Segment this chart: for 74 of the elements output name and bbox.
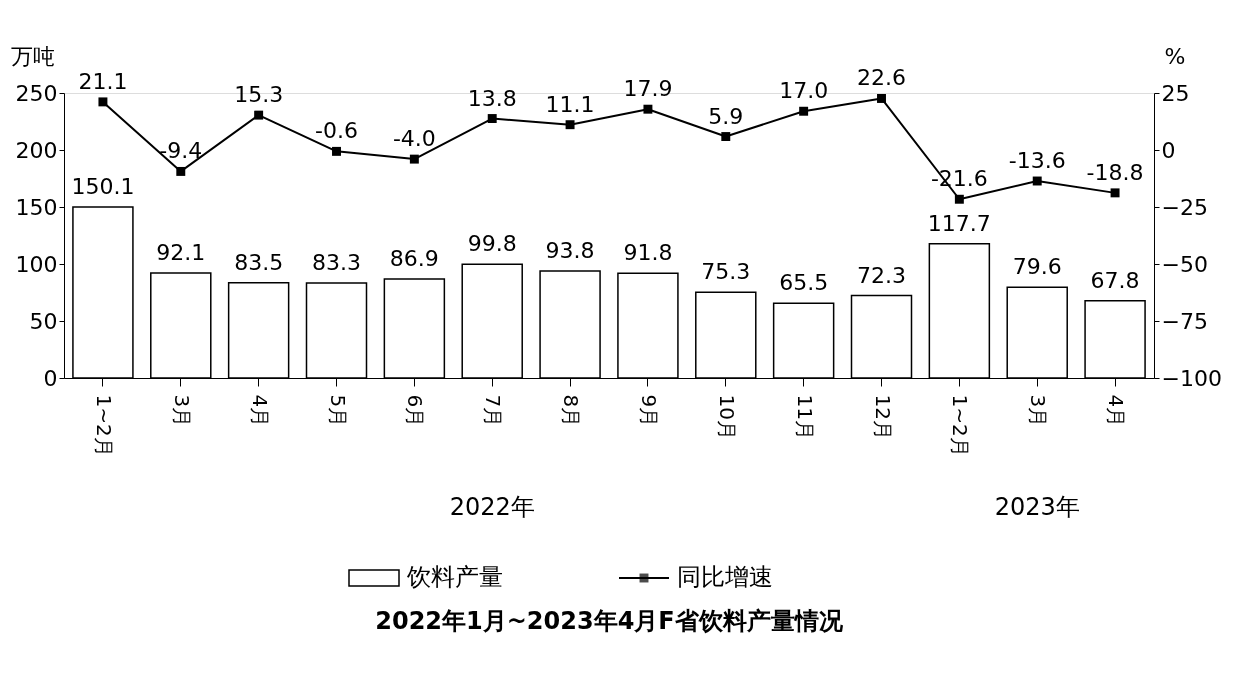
point [487,114,497,124]
legend-label: 同比增速 [677,563,773,591]
legend-label: 饮料产量 [406,563,503,591]
data-label: 79.6 [1012,254,1062,280]
x-tick-label: 10月 [714,394,739,440]
point [799,106,809,116]
y-tick-label: 250 [15,80,58,106]
data-label: 17.9 [623,76,673,102]
y-axis-title: 万吨 [10,43,55,69]
data-label: 21.1 [78,68,128,94]
point [565,120,575,130]
data-label: 91.8 [623,240,673,266]
data-label: -18.8 [1086,159,1144,185]
data-label: 72.3 [857,262,906,288]
data-label: 83.3 [312,250,361,276]
x-tick-label: 1~2月 [948,394,973,457]
data-label: 15.3 [234,82,284,108]
data-label: -9.4 [159,138,203,164]
point [877,94,886,103]
x-tick-label: 11月 [792,394,817,440]
data-label: 75.3 [701,259,751,285]
x-tick-label: 3月 [169,394,194,428]
data-label: 13.8 [467,85,517,111]
data-label: 150.1 [71,173,135,199]
point [409,154,419,164]
data-label: 92.1 [156,240,206,266]
x-tick-label: 8月 [559,394,584,428]
x-tick-label: 5月 [325,394,350,428]
point [643,104,653,114]
data-label: -0.6 [315,118,358,144]
y2-tick-label: −75 [1161,308,1208,334]
data-label: 65.5 [779,270,829,296]
point [954,194,964,204]
y2-tick-label: −100 [1161,365,1222,391]
data-label: 117.7 [927,210,991,236]
y-tick-label: 200 [15,137,58,163]
y-tick-label: 0 [43,365,58,391]
x-tick-label: 3月 [1026,394,1051,428]
data-label: 93.8 [545,238,595,264]
data-label: 83.5 [234,249,284,275]
y2-tick-label: 0 [1161,137,1176,163]
point [332,146,341,156]
point [176,166,186,176]
text: 2022年 [449,493,535,521]
point [1032,176,1042,186]
y-tick-label: 50 [29,308,58,334]
point [721,132,731,142]
point [98,97,108,107]
data-label: 11.1 [545,91,595,117]
data-label: 5.9 [708,103,744,129]
point [1110,188,1120,198]
y-tick-label: 100 [15,251,58,277]
x-tick-label: 4月 [1104,394,1129,428]
x-tick-label: 9月 [636,394,661,428]
data-label: 67.8 [1090,267,1140,293]
y2-axis-title: % [1164,43,1186,69]
data-label: -4.0 [392,126,436,152]
x-tick-label: 12月 [870,394,895,440]
data-label: -13.6 [1008,148,1066,174]
data-label: 86.9 [389,245,439,271]
x-tick-label: 4月 [247,394,272,428]
x-tick-label: 1~2月 [91,394,116,457]
y2-tick-label: 25 [1161,80,1190,106]
point [254,110,264,120]
x-tick-label: 7月 [481,394,506,428]
y-tick-label: 150 [15,194,58,220]
y2-tick-label: −50 [1161,251,1208,277]
data-label: 17.0 [779,78,829,104]
text: 2023年 [994,493,1080,521]
data-label: 99.8 [467,231,517,257]
y2-tick-label: −25 [1161,194,1208,220]
data-label: 22.6 [857,65,906,91]
x-tick-label: 6月 [403,394,428,428]
text: 2022年1月~2023年4月F省饮料产量情况 [375,607,844,635]
